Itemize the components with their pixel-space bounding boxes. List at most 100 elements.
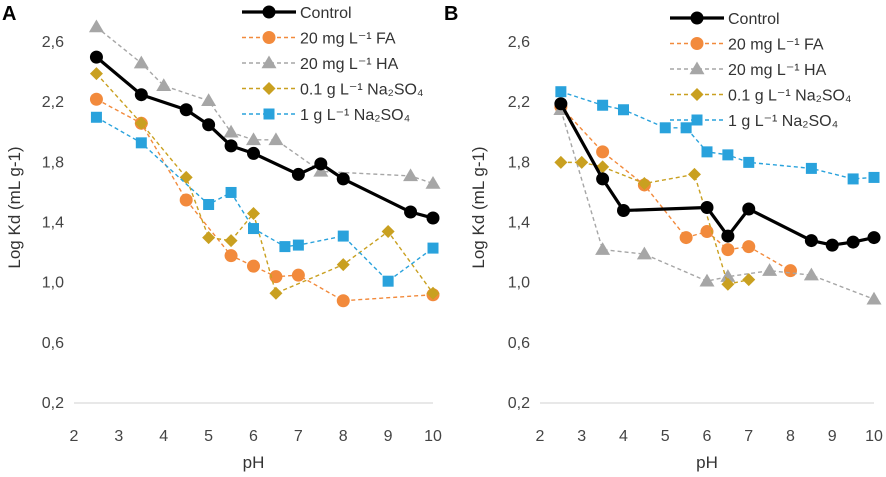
- chart-panel-b: B 2 3 4 5 6 7 8 9 10 0,2 0,6 1,0 1,4 1,8 2,2 2,6 pH Log Kd…: [444, 3, 883, 472]
- y-tick-label: 1,4: [508, 215, 530, 232]
- x-tick-label: 8: [339, 428, 348, 445]
- data-point: [224, 249, 238, 263]
- data-point: [403, 168, 419, 182]
- data-point: [179, 193, 193, 207]
- data-point: [699, 273, 715, 287]
- data-point: [134, 116, 148, 130]
- data-point: [720, 269, 736, 282]
- series-control: [554, 97, 881, 252]
- data-point: [846, 235, 860, 249]
- data-point: [825, 238, 839, 252]
- data-point: [89, 50, 103, 64]
- data-point: [382, 275, 394, 287]
- data-point: [88, 19, 104, 33]
- data-point: [156, 78, 172, 91]
- data-point: [805, 162, 817, 174]
- x-tick-label: 2: [70, 428, 79, 445]
- y-tick-label: 0,6: [508, 335, 530, 352]
- legend-label: 20 mg L⁻¹ HA: [728, 62, 827, 79]
- legend-item: 0.1 g L⁻¹ Na₂SO₄: [242, 82, 423, 99]
- data-point: [279, 241, 291, 253]
- data-point: [426, 211, 440, 225]
- data-point: [595, 242, 611, 255]
- data-point: [680, 122, 692, 134]
- data-point: [721, 277, 735, 291]
- legend-item: 20 mg L⁻¹ HA: [670, 61, 827, 79]
- data-point: [291, 268, 305, 282]
- series-1-g-l-na-so: [90, 111, 439, 287]
- data-point: [679, 231, 693, 245]
- series-control: [89, 50, 440, 225]
- data-point: [247, 146, 260, 160]
- x-axis-title: pH: [696, 453, 718, 472]
- legend-marker: [263, 108, 275, 120]
- data-point: [554, 155, 568, 169]
- data-point: [247, 207, 260, 221]
- legend-marker: [261, 55, 277, 69]
- legend-label: 1 g L⁻¹ Na₂SO₄: [728, 113, 838, 130]
- series-0-1-g-l-na-so: [554, 155, 756, 291]
- x-tick-label: 6: [249, 428, 258, 445]
- data-point: [427, 242, 439, 254]
- legend-item: Control: [242, 5, 352, 22]
- legend-marker: [690, 88, 704, 101]
- legend-item: 1 g L⁻¹ Na₂SO₄: [242, 107, 410, 124]
- series-1-g-l-na-so: [555, 86, 880, 185]
- data-point: [803, 267, 819, 281]
- data-point: [225, 186, 237, 198]
- y-tick-label: 2,2: [42, 94, 64, 111]
- data-point: [637, 176, 651, 190]
- data-point: [133, 55, 149, 69]
- data-point: [721, 229, 735, 243]
- legend-label: 0.1 g L⁻¹ Na₂SO₄: [300, 82, 423, 99]
- data-point: [554, 97, 568, 111]
- y-tick-label: 0,2: [508, 395, 530, 412]
- data-point: [596, 172, 610, 186]
- data-point: [268, 132, 284, 146]
- series-20-mg-l-ha: [88, 19, 441, 189]
- legend-item: 0.1 g L⁻¹ Na₂SO₄: [670, 88, 851, 105]
- x-tick-label: 5: [661, 428, 670, 445]
- x-tick-label: 7: [744, 428, 753, 445]
- data-point: [847, 173, 859, 185]
- data-point: [700, 225, 714, 239]
- y-tick-label: 2,2: [508, 94, 530, 111]
- y-tick-label: 2,6: [508, 34, 530, 51]
- legend-marker: [689, 61, 705, 75]
- data-point: [404, 205, 418, 219]
- data-point: [866, 291, 882, 305]
- data-point: [202, 231, 216, 245]
- x-tick-label: 3: [114, 428, 123, 445]
- x-tick-label: 4: [619, 428, 628, 445]
- data-point: [248, 223, 259, 235]
- data-point: [292, 239, 304, 251]
- y-tick-label: 2,6: [42, 34, 64, 51]
- legend-marker: [262, 5, 276, 19]
- legend-label: Control: [728, 11, 780, 28]
- data-point: [426, 286, 440, 300]
- legend-item: 20 mg L⁻¹ HA: [242, 55, 399, 73]
- data-point: [201, 93, 217, 106]
- data-point: [89, 92, 103, 106]
- data-point: [269, 286, 283, 300]
- x-tick-label: 6: [703, 428, 712, 445]
- data-point: [575, 155, 589, 169]
- y-tick-label: 1,0: [42, 275, 64, 292]
- data-point: [804, 234, 818, 248]
- legend-marker: [690, 37, 704, 50]
- series-line: [96, 116, 434, 282]
- y-tick-label: 0,2: [42, 395, 64, 412]
- data-point: [135, 137, 147, 149]
- series-line: [560, 109, 875, 300]
- data-point: [618, 104, 629, 116]
- legend: Control 20 mg L⁻¹ FA 20 mg L⁻¹ HA 0.1 g L⁻¹…: [242, 5, 423, 124]
- y-tick-label: 1,8: [508, 154, 530, 171]
- x-tick-label: 8: [786, 428, 795, 445]
- data-point: [314, 157, 328, 171]
- series-20-mg-l-fa: [554, 100, 797, 278]
- legend: Control 20 mg L⁻¹ FA 20 mg L⁻¹ HA 0.1 g L⁻¹…: [670, 11, 851, 130]
- data-point: [179, 170, 193, 184]
- y-tick-label: 1,4: [42, 215, 64, 232]
- data-point: [202, 118, 216, 132]
- data-point: [336, 294, 350, 308]
